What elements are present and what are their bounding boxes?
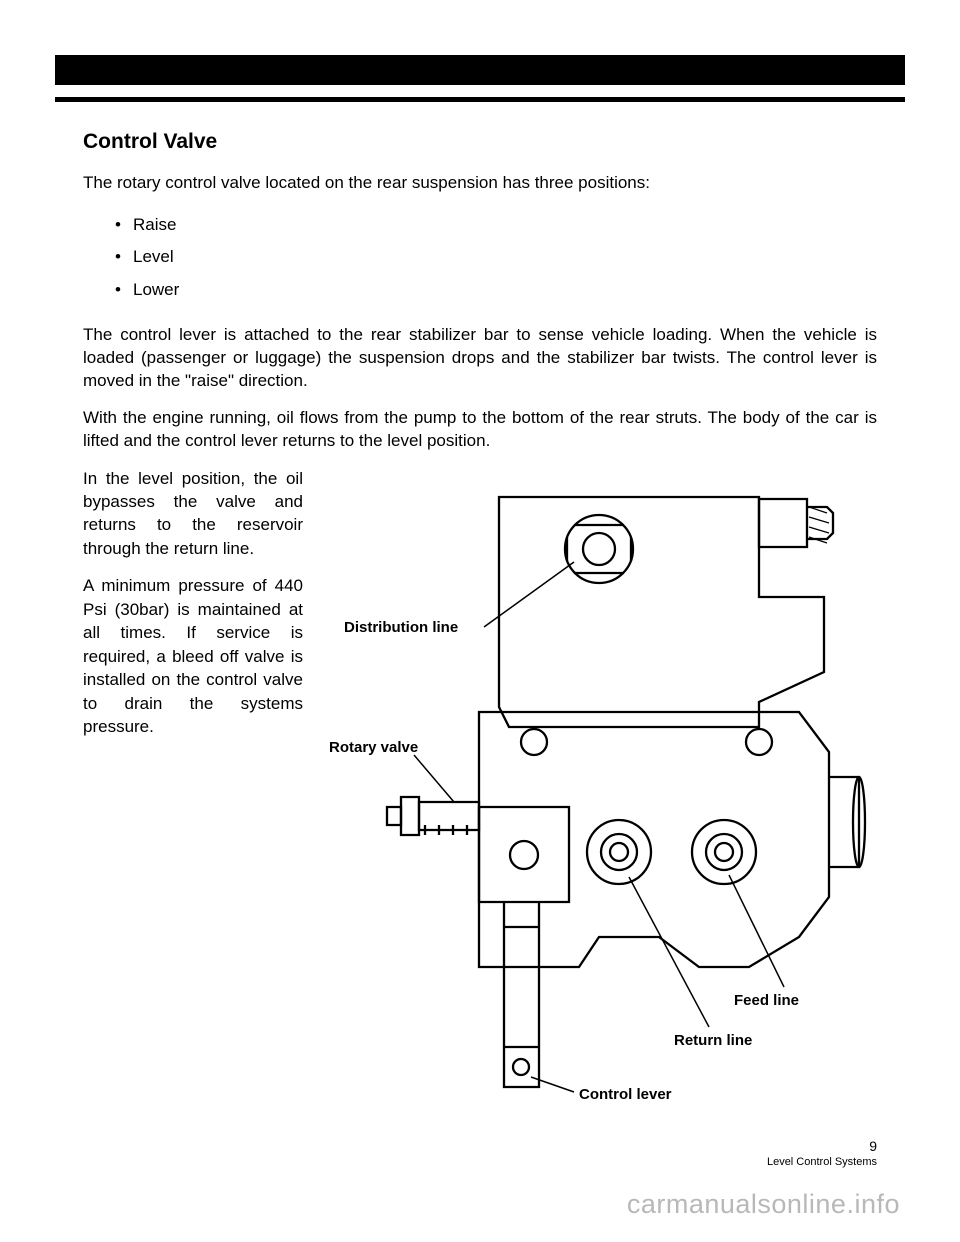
control-valve-diagram: Distribution line Rotary valve Feed line… [321,467,877,1107]
label-feed-line: Feed line [734,992,799,1009]
label-control-lever: Control lever [579,1086,672,1103]
page-number: 9 [869,1138,877,1154]
page-frame: Control Valve The rotary control valve l… [55,55,905,1172]
label-return-line: Return line [674,1032,752,1049]
list-item: Level [133,241,877,273]
watermark-text: carmanualsonline.info [627,1189,900,1220]
leftcol-para-1: In the level position, the oil bypasses … [83,467,303,561]
paragraph-3: With the engine running, oil flows from … [83,407,877,453]
intro-paragraph: The rotary control valve located on the … [83,172,877,195]
content-area: Control Valve The rotary control valve l… [83,130,877,1132]
two-column-row: In the level position, the oil bypasses … [83,467,877,1107]
header-black-bar [55,55,905,85]
section-heading: Control Valve [83,130,877,154]
list-item: Lower [133,274,877,306]
footer-title: Level Control Systems [767,1156,877,1168]
paragraph-2: The control lever is attached to the rea… [83,324,877,393]
label-rotary-valve: Rotary valve [329,739,418,756]
left-column: In the level position, the oil bypasses … [83,467,303,1107]
leftcol-para-2: A minimum pressure of 440 Psi (30bar) is… [83,574,303,738]
list-item: Raise [133,209,877,241]
header-rule [55,97,905,102]
label-distribution-line: Distribution line [344,619,458,636]
position-list: Raise Level Lower [133,209,877,306]
